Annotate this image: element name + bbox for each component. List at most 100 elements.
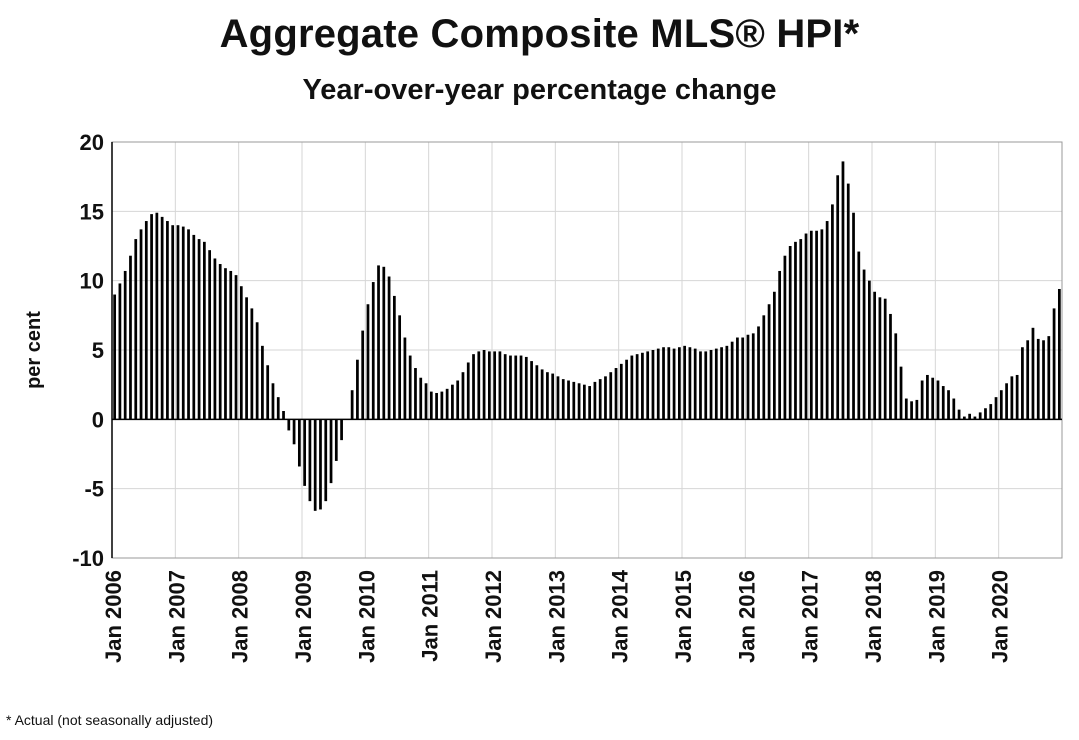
y-tick-label: -5 bbox=[84, 477, 104, 502]
bar bbox=[751, 333, 755, 420]
bar bbox=[503, 354, 507, 420]
bar bbox=[846, 183, 850, 420]
bar bbox=[403, 337, 407, 420]
bar bbox=[857, 251, 861, 420]
bar bbox=[192, 234, 196, 420]
bar bbox=[477, 351, 481, 420]
bar bbox=[482, 350, 486, 420]
bar bbox=[741, 337, 745, 420]
bar bbox=[867, 280, 871, 420]
bar bbox=[1052, 308, 1056, 420]
bar bbox=[889, 313, 892, 420]
bar bbox=[936, 380, 940, 420]
bar bbox=[994, 397, 998, 420]
bar bbox=[371, 282, 375, 420]
y-tick-label: 5 bbox=[92, 338, 104, 363]
bar bbox=[456, 380, 460, 420]
bar bbox=[150, 214, 153, 420]
x-tick-label: Jan 2020 bbox=[988, 570, 1013, 663]
bar bbox=[920, 380, 924, 420]
bar bbox=[815, 230, 818, 420]
bar bbox=[852, 212, 855, 420]
bar bbox=[297, 419, 301, 467]
bar bbox=[714, 348, 718, 420]
bar bbox=[382, 266, 386, 420]
bar bbox=[356, 359, 359, 420]
bar bbox=[540, 369, 544, 420]
bar bbox=[472, 354, 475, 420]
x-tick-label: Jan 2012 bbox=[481, 570, 506, 663]
bar bbox=[767, 304, 771, 420]
bar bbox=[588, 386, 592, 420]
bar bbox=[329, 419, 333, 484]
bar bbox=[672, 348, 676, 420]
bar bbox=[556, 376, 560, 420]
bar bbox=[118, 283, 122, 420]
bar bbox=[435, 392, 438, 420]
bar bbox=[419, 377, 423, 420]
bar bbox=[202, 241, 206, 420]
bar bbox=[630, 355, 634, 420]
bar bbox=[646, 351, 650, 420]
bar bbox=[445, 388, 449, 420]
bar bbox=[693, 348, 697, 420]
y-tick-label: 0 bbox=[92, 407, 104, 432]
bar bbox=[677, 347, 681, 420]
bar bbox=[197, 239, 201, 420]
bar bbox=[509, 355, 512, 420]
bar bbox=[155, 212, 159, 420]
x-tick-label: Jan 2008 bbox=[228, 570, 253, 663]
bar bbox=[123, 270, 127, 420]
bar bbox=[546, 372, 549, 420]
bar bbox=[978, 412, 982, 420]
bar bbox=[746, 334, 750, 420]
bar bbox=[134, 239, 138, 420]
bar bbox=[567, 380, 570, 420]
bar bbox=[524, 356, 528, 420]
bar bbox=[308, 419, 312, 502]
bar bbox=[129, 255, 132, 420]
bar bbox=[424, 383, 428, 420]
bar bbox=[772, 291, 776, 420]
bar bbox=[340, 419, 343, 441]
bar bbox=[144, 221, 148, 420]
bar bbox=[387, 276, 391, 420]
bar bbox=[313, 419, 317, 511]
bar bbox=[139, 229, 143, 420]
x-tick-labels: Jan 2006 Jan 2007 Jan 2008 Jan 2009 Jan 2010… bbox=[101, 569, 1013, 663]
y-axis-label: per cent bbox=[23, 311, 45, 389]
bar bbox=[984, 408, 987, 420]
bar bbox=[778, 270, 782, 420]
bar bbox=[461, 372, 465, 420]
bar bbox=[319, 419, 322, 510]
bar bbox=[113, 294, 117, 420]
bar bbox=[440, 391, 444, 420]
bar bbox=[757, 326, 760, 420]
bar bbox=[1005, 383, 1008, 420]
bar bbox=[551, 373, 555, 420]
bar bbox=[398, 315, 402, 420]
bar bbox=[287, 419, 291, 431]
bar bbox=[783, 255, 787, 420]
bar bbox=[736, 337, 739, 420]
bar bbox=[962, 416, 966, 420]
bar bbox=[493, 351, 497, 420]
bar bbox=[926, 374, 929, 420]
bar bbox=[276, 397, 280, 420]
bar bbox=[408, 355, 412, 420]
bar bbox=[171, 225, 175, 420]
bars bbox=[113, 161, 1061, 511]
bar bbox=[519, 355, 523, 420]
chart-title: Aggregate Composite MLS® HPI* bbox=[219, 12, 860, 56]
bar bbox=[831, 204, 834, 420]
bar bbox=[604, 376, 607, 420]
bar bbox=[688, 347, 692, 420]
bar bbox=[598, 379, 602, 420]
bar bbox=[429, 391, 433, 420]
x-tick-label: Jan 2017 bbox=[798, 570, 823, 663]
bar bbox=[514, 355, 518, 420]
bar bbox=[377, 265, 380, 420]
bar bbox=[487, 351, 491, 420]
bar bbox=[1036, 338, 1040, 420]
